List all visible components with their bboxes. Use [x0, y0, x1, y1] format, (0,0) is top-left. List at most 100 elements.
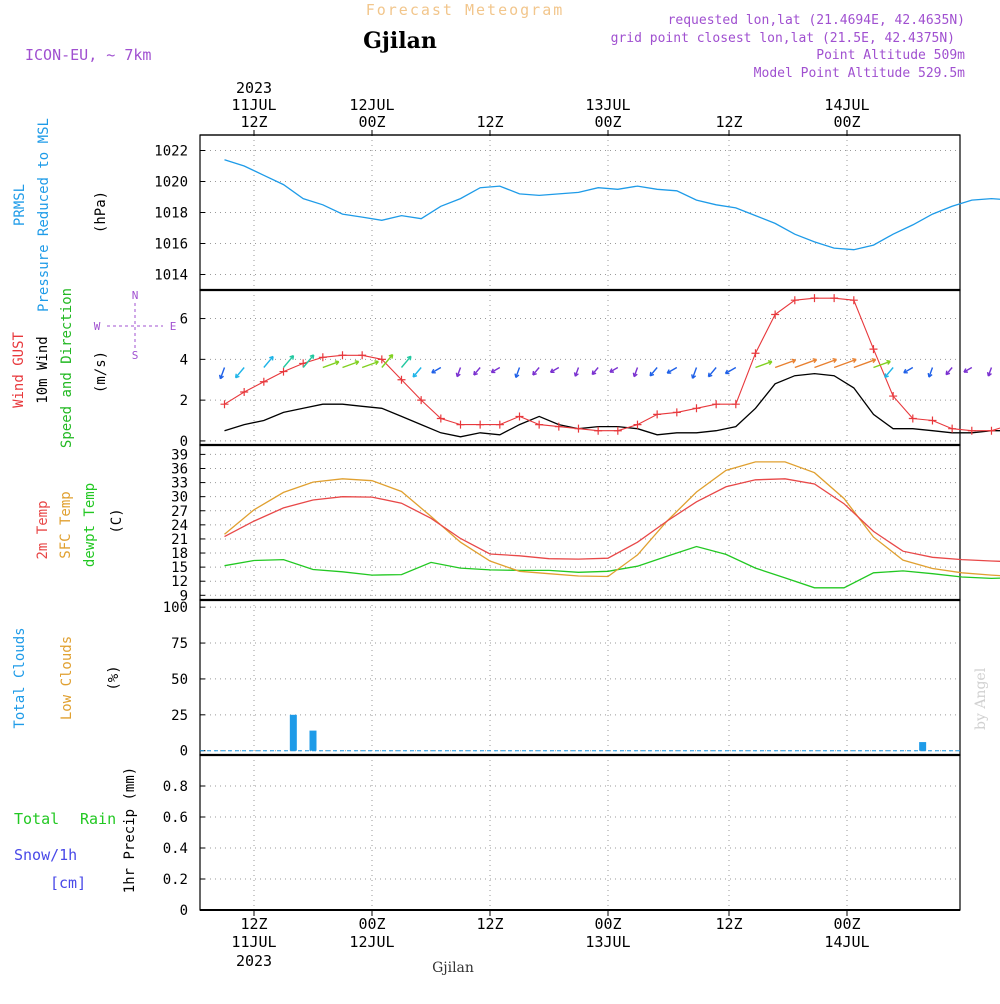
- top-time-label: 00Z: [358, 113, 385, 131]
- y-tick-label: 0.4: [163, 841, 188, 857]
- bottom-time-label: 14JUL: [824, 933, 869, 951]
- y-tick-label: 0.6: [163, 810, 188, 826]
- gust-marker: [574, 425, 582, 433]
- gust-marker: [338, 351, 346, 359]
- gust-marker: [712, 400, 720, 408]
- y-tick-label: 50: [171, 672, 188, 688]
- bottom-time-label: 12Z: [240, 915, 267, 933]
- wind-direction-arrow: [834, 359, 856, 368]
- point-altitude: Point Altitude 509m: [816, 48, 965, 63]
- wind-direction-arrow: [946, 368, 952, 375]
- precip-label-cm: [cm]: [50, 874, 86, 892]
- compass-east: E: [170, 320, 177, 333]
- wind-direction-arrow: [220, 368, 225, 379]
- y-tick-label: 0: [180, 903, 188, 919]
- panel-precip: 00.20.40.60.8: [163, 755, 960, 919]
- gust-marker: [928, 417, 936, 425]
- gust-marker: [850, 296, 858, 304]
- y-tick-label: 4: [180, 352, 188, 368]
- arrow-shaft: [264, 356, 273, 367]
- plot-layer: 1014101610181020102202469121518212427303…: [154, 79, 1000, 970]
- y-tick-label: 75: [171, 636, 188, 652]
- gust-marker: [279, 368, 287, 376]
- wind-direction-arrow: [928, 368, 932, 378]
- arrow-shaft: [413, 368, 421, 377]
- gust-marker: [496, 421, 504, 429]
- precip-label-total: Total: [14, 810, 59, 828]
- compass-south: S: [132, 349, 139, 362]
- y-tick-label: 18: [171, 546, 188, 562]
- total-cloud-bar: [309, 731, 316, 751]
- gust-marker: [594, 427, 602, 435]
- bottom-time-label: 13JUL: [585, 933, 630, 951]
- model-altitude: Model Point Altitude 529.5m: [754, 66, 965, 81]
- gust-marker: [673, 408, 681, 416]
- wind-direction-arrow: [283, 356, 293, 368]
- gust-marker: [358, 351, 366, 359]
- pressure-line: [225, 160, 1000, 282]
- bottom-time-label: 00Z: [594, 915, 621, 933]
- gust-marker: [791, 296, 799, 304]
- gust-marker: [968, 427, 976, 435]
- wind-direction-arrow: [708, 368, 716, 377]
- y-tick-label: 0.2: [163, 872, 188, 888]
- wind-direction-arrow: [491, 368, 499, 373]
- wind-ylabel-2: 10m Wind: [35, 336, 51, 403]
- wind-speed-line: [225, 374, 1000, 437]
- wind-direction-arrow: [474, 368, 480, 375]
- y-tick-label: 21: [171, 532, 188, 548]
- wind-ylabel-4: (m/s): [93, 351, 109, 393]
- wind-direction-arrow: [362, 361, 378, 368]
- wind-direction-arrow: [592, 368, 598, 375]
- footer-location: Gjilan: [432, 960, 474, 976]
- precip-ylabels: Total Rain Snow/1h [cm] 1hr Precip (mm): [14, 767, 138, 893]
- arrow-shaft: [885, 368, 893, 378]
- gust-marker: [692, 404, 700, 412]
- cloud-ylabel-3: (%): [106, 665, 122, 690]
- wind-direction-arrow: [323, 361, 339, 368]
- pressure-ylabels: PRMSL Pressure Reduced to MSL (hPa): [12, 118, 109, 312]
- bottom-time-label: 12Z: [715, 915, 742, 933]
- gust-marker: [987, 427, 995, 435]
- bottom-time-label: 11JUL: [231, 933, 276, 951]
- top-time-label: 00Z: [833, 113, 860, 131]
- arrow-shaft: [834, 359, 856, 367]
- wind-direction-arrow: [795, 359, 817, 368]
- gust-marker: [535, 421, 543, 429]
- arrow-shaft: [814, 359, 836, 367]
- gust-marker: [221, 400, 229, 408]
- arrow-shaft: [708, 368, 716, 377]
- gust-marker: [476, 421, 484, 429]
- precip-ylabel: 1hr Precip (mm): [122, 767, 138, 893]
- y-tick-label: 1018: [154, 206, 188, 222]
- product-title: Forecast Meteogram: [366, 1, 565, 19]
- y-tick-label: 1020: [154, 175, 188, 191]
- bottom-time-label: 00Z: [358, 915, 385, 933]
- wind-ylabel-1: Wind GUST: [11, 332, 27, 408]
- gust-marker: [319, 353, 327, 361]
- wind-direction-arrow: [755, 361, 771, 368]
- cloud-ylabels: Total Clouds Low Clouds (%): [12, 627, 122, 728]
- wind-direction-arrow: [692, 368, 697, 379]
- wind-direction-arrow: [650, 368, 657, 376]
- compass-north: N: [132, 289, 139, 302]
- wind-direction-arrow: [775, 359, 795, 367]
- gust-marker: [260, 378, 268, 386]
- gust-marker: [830, 294, 838, 302]
- top-time-label: 2023: [236, 79, 272, 97]
- precip-label-snow: Snow/1h: [14, 846, 77, 864]
- panel-frame: [200, 290, 960, 445]
- top-time-label: 12Z: [240, 113, 267, 131]
- wind-direction-arrow: [854, 359, 876, 368]
- y-tick-label: 25: [171, 708, 188, 724]
- bottom-time-label: 00Z: [833, 915, 860, 933]
- wind-direction-arrow: [303, 355, 314, 368]
- wind-direction-arrow: [432, 368, 441, 373]
- wind-direction-arrow: [885, 368, 893, 378]
- gust-marker: [869, 345, 877, 353]
- wind-direction-arrow: [264, 356, 273, 367]
- y-tick-label: 12: [171, 574, 188, 590]
- bottom-time-label: 2023: [236, 952, 272, 970]
